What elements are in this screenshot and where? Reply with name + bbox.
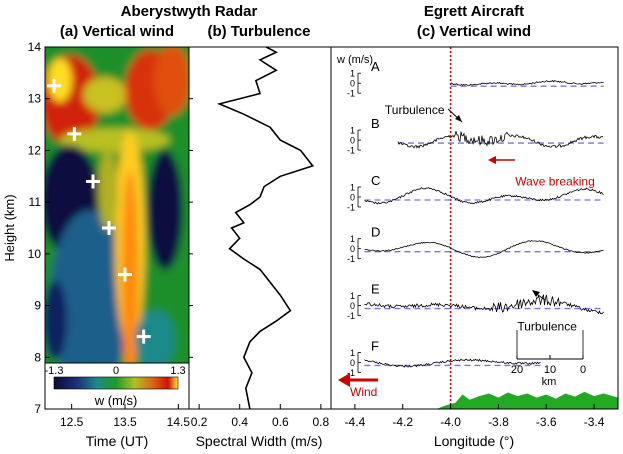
trace-scale-label: -1 bbox=[347, 368, 355, 378]
trace-scale-label: 1 bbox=[350, 291, 355, 301]
panel-a-ytick-label: 11 bbox=[29, 195, 42, 209]
inset-scale-tick-label: 20 bbox=[511, 364, 523, 376]
vertical-wind-trace bbox=[364, 240, 604, 259]
inset-scale-unit: km bbox=[542, 376, 557, 388]
vertical-wind-trace bbox=[397, 131, 603, 149]
annotation-wave-breaking: Wave breaking bbox=[515, 174, 595, 188]
panel-a-xtick-label: 14.5 bbox=[167, 415, 191, 429]
panel-a-ylabel: Height (km) bbox=[2, 194, 17, 261]
trace-scale-label: -1 bbox=[347, 311, 355, 321]
vertical-wind-trace bbox=[364, 358, 541, 368]
trace-label: B bbox=[371, 116, 380, 131]
trace-label: F bbox=[371, 338, 379, 353]
trace-scale-label: 0 bbox=[350, 244, 355, 254]
trace-scale-label: 0 bbox=[350, 79, 355, 89]
title-panel-a: (a) Vertical wind bbox=[60, 23, 174, 40]
wind-label: Wind bbox=[350, 385, 377, 399]
title-panel-c: (c) Vertical wind bbox=[417, 23, 531, 40]
panel-b-xtick-label: 0.2 bbox=[191, 415, 208, 429]
panel-a-ytick-label: 12 bbox=[28, 143, 42, 157]
title-aircraft: Egrett Aircraft bbox=[424, 3, 524, 20]
spectral-width-profile bbox=[216, 46, 315, 410]
trace-scale-label: -1 bbox=[347, 202, 355, 212]
panel-c-xtick-label: -4.4 bbox=[345, 415, 366, 429]
panel-c-frame bbox=[330, 46, 619, 410]
panel-b-xtick-label: 0.8 bbox=[313, 415, 330, 429]
panel-c-xtick-label: -3.8 bbox=[488, 415, 509, 429]
trace-scale-label: 0 bbox=[350, 192, 355, 202]
panel-b-xtick-label: 0.6 bbox=[272, 415, 289, 429]
panel-a-ytick-label: 8 bbox=[34, 350, 41, 364]
vertical-wind-trace bbox=[450, 79, 604, 87]
plus-marker bbox=[47, 78, 62, 93]
trace-scale-label: -1 bbox=[347, 254, 355, 264]
plus-marker bbox=[86, 174, 100, 189]
trace-scale-label: 0 bbox=[350, 136, 355, 146]
panel-c-unit-label: w (m/s) bbox=[336, 54, 373, 66]
trace-scale-label: 0 bbox=[350, 301, 355, 311]
trace-label: E bbox=[371, 282, 380, 297]
panel-c-xlabel: Longitude (°) bbox=[434, 433, 514, 449]
panel-a-xtick-label: 12.5 bbox=[60, 415, 84, 429]
panel-a-ytick-label: 10 bbox=[28, 247, 42, 261]
panel-c-xtick-label: -3.4 bbox=[584, 415, 605, 429]
panel-c-xtick-label: -3.6 bbox=[536, 415, 557, 429]
plus-marker bbox=[136, 329, 151, 344]
panel-b-xtick-label: 0.4 bbox=[231, 415, 248, 429]
panel-a-xtick-label: 13.5 bbox=[113, 415, 137, 429]
plus-marker bbox=[102, 221, 116, 235]
panel-a-ytick-label: 9 bbox=[34, 299, 41, 313]
trace-scale-label: 1 bbox=[350, 126, 355, 136]
panel-a-ytick-label: 7 bbox=[34, 402, 41, 416]
panel-c-xtick-label: -4.0 bbox=[440, 415, 461, 429]
panel-b-xlabel: Spectral Width (m/s) bbox=[196, 433, 323, 449]
plus-marker bbox=[67, 126, 82, 141]
panel-b-frame bbox=[188, 46, 332, 410]
trace-scale-label: 1 bbox=[350, 234, 355, 244]
panel-a-ytick-label: 14 bbox=[28, 40, 42, 54]
panel-a-markers bbox=[47, 78, 151, 344]
plus-marker bbox=[118, 267, 132, 282]
title-radar: Aberystwyth Radar bbox=[121, 3, 258, 20]
trace-label: A bbox=[371, 59, 380, 74]
colorbar-tick-label: 0 bbox=[113, 365, 119, 377]
trace-label: C bbox=[371, 173, 380, 188]
trace-scale-label: -1 bbox=[347, 146, 355, 156]
trace-scale-label: 0 bbox=[350, 358, 355, 368]
panel-a-heatmap bbox=[45, 47, 189, 409]
annotation-turbulence-lower: Turbulence bbox=[517, 320, 577, 334]
panel-a-ytick-label: 13 bbox=[28, 92, 42, 106]
vertical-wind-trace bbox=[364, 187, 604, 205]
trace-scale-label: 1 bbox=[350, 348, 355, 358]
trace-scale-label: -1 bbox=[347, 89, 355, 99]
trace-scale-label: 1 bbox=[350, 182, 355, 192]
colorbar-label: w (m/s) bbox=[94, 393, 138, 408]
annotation-turbulence-upper: Turbulence bbox=[385, 103, 445, 117]
inset-scale-tick-label: 10 bbox=[544, 364, 556, 376]
colorbar: -1.3 0 1.3 w (m/s) bbox=[44, 362, 190, 410]
colorbar-tick-label: 1.3 bbox=[170, 365, 185, 377]
vertical-wind-trace bbox=[364, 294, 604, 315]
trace-label: D bbox=[371, 225, 380, 240]
terrain-profile bbox=[436, 391, 618, 409]
inset-scale-tick-label: 0 bbox=[580, 364, 586, 376]
panel-c-xtick-label: -4.2 bbox=[392, 415, 413, 429]
colorbar-tick-label: -1.3 bbox=[45, 365, 64, 377]
title-panel-b: (b) Turbulence bbox=[207, 23, 310, 40]
panel-a-xlabel: Time (UT) bbox=[86, 433, 148, 449]
trace-scale-label: 1 bbox=[350, 69, 355, 79]
